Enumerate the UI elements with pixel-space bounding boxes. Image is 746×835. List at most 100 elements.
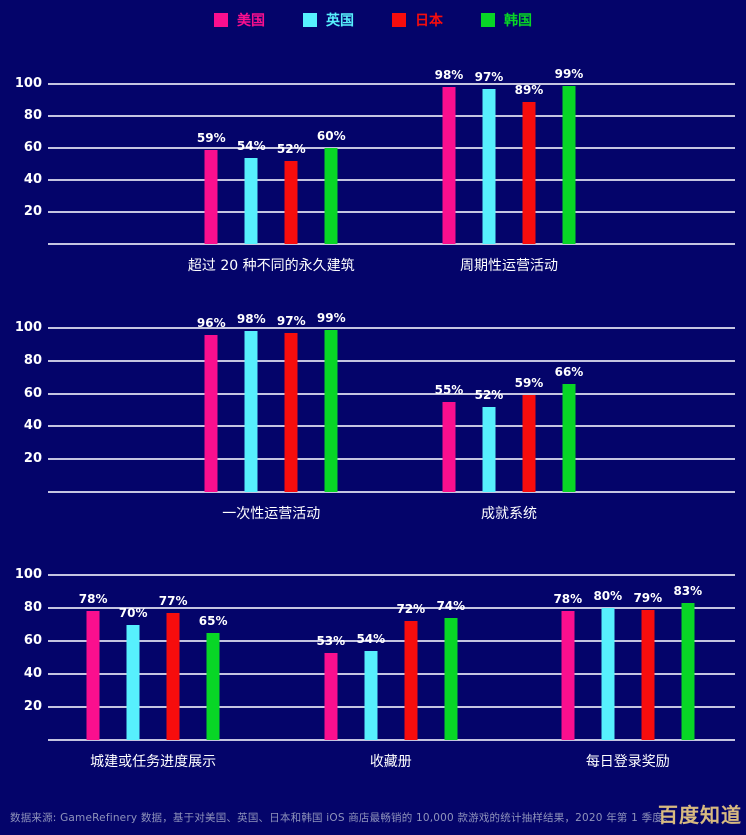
bar-value-label: 55% bbox=[434, 382, 464, 397]
bar-value-label: 78% bbox=[553, 592, 583, 607]
bar-美国: 59% bbox=[197, 131, 226, 244]
bar-日本: 97% bbox=[277, 314, 306, 492]
bar-英国: 54% bbox=[237, 139, 266, 244]
legend-item-日本: 日本 bbox=[392, 10, 443, 30]
category-label: 成就系统 bbox=[480, 506, 537, 522]
bar-韩国: 66% bbox=[555, 365, 583, 492]
y-tick-label: 20 bbox=[23, 451, 42, 467]
bar-日本: 77% bbox=[159, 594, 187, 740]
legend-swatch bbox=[392, 13, 406, 27]
legend-item-英国: 英国 bbox=[303, 10, 354, 30]
bar-value-label: 80% bbox=[593, 589, 623, 603]
bar-美国: 55% bbox=[435, 383, 463, 492]
bar-日本: 72% bbox=[396, 602, 425, 740]
gridline bbox=[48, 115, 735, 117]
legend-swatch bbox=[214, 13, 228, 27]
bar-group: 78% 80% 79% 83% bbox=[553, 575, 702, 740]
gridline bbox=[48, 706, 735, 708]
gridline bbox=[48, 83, 735, 85]
bar-value-label: 99% bbox=[316, 310, 346, 325]
bar-value-label: 99% bbox=[554, 66, 584, 81]
bar-value-label: 96% bbox=[196, 315, 226, 330]
gridline bbox=[48, 574, 735, 576]
bar-韩国: 65% bbox=[199, 614, 227, 740]
bar-韩国: 74% bbox=[436, 599, 465, 740]
bar-value-label: 52% bbox=[276, 141, 306, 156]
bar-group: 78% 70% 77% 65% bbox=[79, 575, 227, 740]
gridline bbox=[48, 640, 735, 642]
bar-value-label: 70% bbox=[118, 605, 148, 620]
legend-swatch bbox=[303, 13, 317, 27]
y-tick-label: 80 bbox=[23, 108, 42, 123]
bar-英国: 52% bbox=[475, 388, 503, 492]
bar-韩国: 83% bbox=[673, 584, 702, 740]
gridline bbox=[48, 673, 735, 675]
x-axis-baseline bbox=[48, 491, 735, 493]
gridline bbox=[48, 211, 735, 213]
y-tick-label: 20 bbox=[23, 204, 42, 219]
panel-3-plot: 20 40 60 80 100 78% 70% 77% 65% 城建或任务进度展示 53% 54% 72… bbox=[15, 567, 735, 770]
bar-value-label: 54% bbox=[236, 138, 266, 153]
bar-value-label: 52% bbox=[474, 387, 504, 402]
bar-value-label: 97% bbox=[276, 313, 306, 328]
y-tick-label: 20 bbox=[23, 699, 42, 714]
bar-value-label: 66% bbox=[554, 364, 584, 379]
bar-英国: 80% bbox=[593, 589, 622, 740]
bar-value-label: 54% bbox=[356, 631, 386, 646]
bar-美国: 96% bbox=[197, 316, 226, 492]
bar-value-label: 53% bbox=[316, 633, 346, 648]
gridline bbox=[48, 147, 735, 149]
bar-日本: 89% bbox=[515, 83, 543, 244]
legend-item-韩国: 韩国 bbox=[481, 10, 532, 30]
bar-韩国: 99% bbox=[555, 67, 583, 244]
bar-value-label: 78% bbox=[78, 592, 108, 607]
gridline bbox=[48, 392, 735, 395]
bar-日本: 52% bbox=[277, 142, 306, 244]
y-tick-label: 60 bbox=[23, 140, 42, 155]
legend-label: 韩国 bbox=[504, 13, 532, 29]
bar-group: 53% 54% 72% 74% bbox=[316, 575, 465, 740]
category-label: 每日登录奖励 bbox=[585, 754, 670, 770]
category-label: 一次性运营活动 bbox=[222, 506, 321, 522]
bar-英国: 70% bbox=[119, 606, 147, 740]
bar-英国: 54% bbox=[356, 632, 385, 740]
bar-value-label: 60% bbox=[316, 129, 346, 143]
legend: 美国 英国 日本 韩国 bbox=[0, 10, 746, 30]
legend-swatch bbox=[481, 13, 495, 27]
gridline bbox=[48, 425, 735, 428]
bar-日本: 79% bbox=[633, 591, 662, 740]
x-axis-baseline bbox=[48, 243, 735, 245]
bar-value-label: 72% bbox=[396, 602, 426, 617]
y-tick-label: 80 bbox=[23, 600, 42, 615]
bar-英国: 98% bbox=[237, 312, 266, 492]
x-axis-baseline bbox=[48, 739, 735, 741]
category-label: 城建或任务进度展示 bbox=[90, 754, 217, 770]
bar-value-label: 83% bbox=[673, 584, 703, 599]
source-note: 数据来源: GameRefinery 数据，基于对美国、英国、日本和韩国 iOS… bbox=[10, 812, 674, 824]
bar-日本: 59% bbox=[515, 376, 543, 492]
bar-美国: 78% bbox=[553, 592, 582, 740]
bar-group: 96% 98% 97% 99% bbox=[197, 311, 346, 492]
y-tick-label: 100 bbox=[14, 76, 42, 91]
legend-label: 英国 bbox=[326, 13, 354, 29]
y-tick-label: 60 bbox=[23, 385, 42, 401]
bar-group: 59% 54% 52% 60% bbox=[197, 84, 346, 244]
bar-韩国: 99% bbox=[317, 311, 346, 492]
gridline bbox=[48, 179, 735, 181]
gridline bbox=[48, 607, 735, 609]
panel-2-plot: 20 40 60 80 100 96% 98% 97% 99% 一次性运营活动 55% 52% 59% 6… bbox=[15, 311, 735, 522]
bar-英国: 97% bbox=[475, 70, 503, 244]
bar-value-label: 59% bbox=[196, 130, 226, 145]
category-label: 周期性运营活动 bbox=[459, 258, 558, 274]
bar-value-label: 89% bbox=[514, 82, 544, 97]
legend-item-美国: 美国 bbox=[214, 10, 265, 30]
bar-value-label: 77% bbox=[158, 593, 188, 608]
bar-group: 55% 52% 59% 66% bbox=[435, 328, 583, 492]
legend-label: 日本 bbox=[415, 13, 443, 29]
bar-美国: 78% bbox=[79, 592, 107, 740]
watermark-baidu-zhidao: 百度知道 bbox=[658, 803, 742, 827]
legend-label: 美国 bbox=[237, 13, 265, 29]
bar-value-label: 65% bbox=[198, 613, 228, 628]
bar-value-label: 98% bbox=[236, 312, 266, 327]
